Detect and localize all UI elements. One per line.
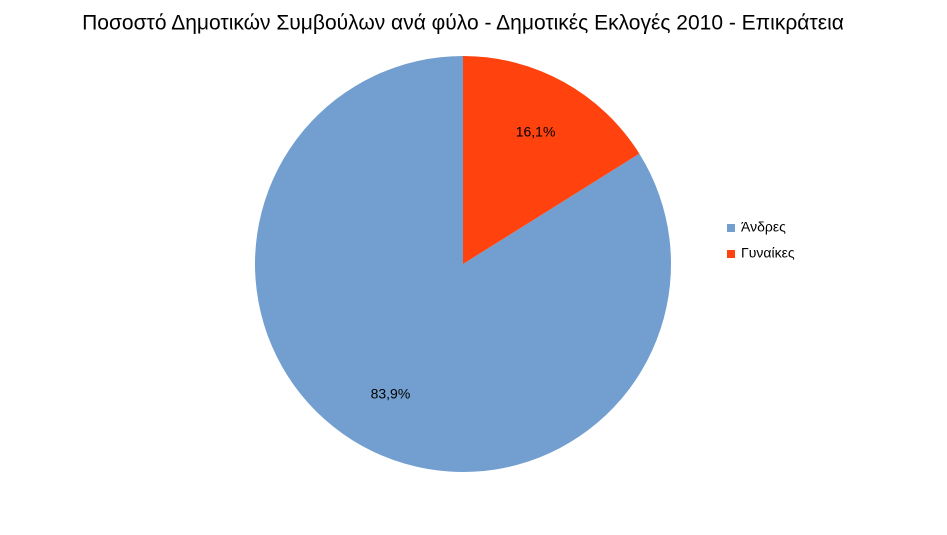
data-label: 16,1% (516, 124, 556, 140)
pie-slice (463, 56, 640, 264)
legend-swatch (727, 224, 735, 232)
chart-title: Ποσοστό Δημοτικών Συμβούλων ανά φύλο - Δ… (82, 12, 844, 35)
legend-label: Γυναίκες (741, 245, 795, 261)
legend-label: Άνδρες (741, 219, 786, 235)
legend-swatch (727, 250, 735, 258)
data-label: 83,9% (371, 386, 411, 402)
